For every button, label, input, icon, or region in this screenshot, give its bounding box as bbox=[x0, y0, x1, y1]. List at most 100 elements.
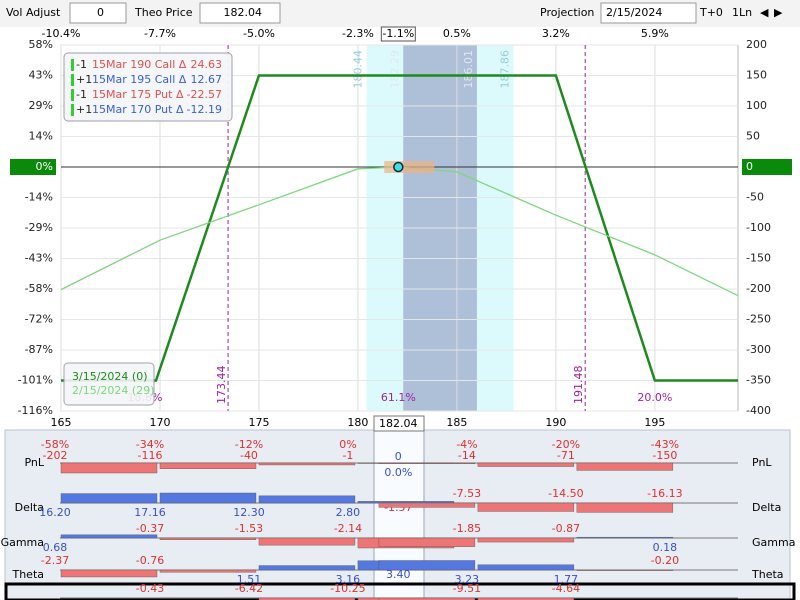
greek-value: -116 bbox=[137, 449, 162, 462]
y-tick-label-left: 0% bbox=[36, 160, 53, 173]
legend-qty: +1 bbox=[76, 103, 92, 116]
projection-date[interactable]: 2/15/2024 bbox=[606, 6, 662, 19]
probability-label: 20.0% bbox=[637, 391, 672, 404]
center-header-box bbox=[373, 415, 425, 432]
x-tick-label: 185 bbox=[446, 416, 467, 429]
greek-bar bbox=[60, 569, 158, 578]
greek-value: -14 bbox=[458, 449, 476, 462]
theo-price-input[interactable] bbox=[199, 2, 281, 24]
x-tick-label: 170 bbox=[149, 416, 170, 429]
prev-button[interactable]: ◀ bbox=[760, 6, 769, 19]
lines-count[interactable]: 1Ln bbox=[732, 6, 752, 19]
greek-bar bbox=[378, 597, 476, 600]
selected-row bbox=[4, 582, 796, 600]
greek-bar bbox=[378, 537, 476, 547]
pnl-percent: 0% bbox=[339, 438, 356, 451]
greek-bar bbox=[159, 537, 257, 540]
legend-value: 24.63 bbox=[191, 58, 223, 71]
greek-bar bbox=[258, 597, 356, 600]
range-label: 186.01 bbox=[462, 50, 475, 89]
greek-value: 0 bbox=[395, 450, 402, 463]
greek-value: 1.77 bbox=[554, 573, 579, 586]
legend-desc: 15Mar 190 Call Δ bbox=[92, 58, 187, 71]
greek-value: -0.87 bbox=[552, 522, 580, 535]
greek-bar bbox=[477, 564, 575, 571]
series-legend bbox=[63, 362, 155, 406]
pnl-percent: -20% bbox=[552, 438, 580, 451]
legend-qty: -1 bbox=[76, 58, 87, 71]
legend-desc: 15Mar 170 Put Δ bbox=[92, 103, 184, 116]
greek-value: -71 bbox=[557, 449, 575, 462]
center-header: 182.04 bbox=[379, 417, 418, 430]
y-tick-label-left: -29% bbox=[25, 221, 53, 234]
legend-swatch bbox=[71, 89, 74, 101]
greek-value: 3.16 bbox=[336, 573, 361, 586]
price-marker-shade bbox=[384, 161, 435, 173]
current-percent-box bbox=[380, 26, 416, 42]
greek-value: 3.40 bbox=[386, 568, 411, 581]
y-tick-label-left: 29% bbox=[29, 99, 53, 112]
legend-value: -22.57 bbox=[187, 88, 222, 101]
y-tick-label-left: -87% bbox=[25, 343, 53, 356]
theo-price-value[interactable]: 182.04 bbox=[224, 6, 263, 19]
top-percent-label: -7.7% bbox=[144, 27, 176, 40]
top-percent-label: -1.1% bbox=[382, 27, 414, 40]
greek-bar bbox=[378, 560, 476, 571]
y-tick-label-left: 43% bbox=[29, 69, 53, 82]
greek-bar bbox=[159, 462, 257, 469]
vol-adjust-value[interactable]: 0 bbox=[97, 6, 104, 19]
series-legend-entry: 2/15/2024 (29) bbox=[72, 384, 154, 397]
t-plus[interactable]: T+0 bbox=[699, 6, 723, 19]
greek-bar bbox=[258, 462, 356, 466]
probability-label: 61.1% bbox=[381, 391, 416, 404]
greek-value: 17.16 bbox=[134, 506, 166, 519]
range-label: 180.44 bbox=[352, 50, 365, 89]
legend-desc: 15Mar 195 Call Δ bbox=[92, 73, 187, 86]
next-button[interactable]: ▶ bbox=[774, 6, 783, 19]
greek-value: 2.80 bbox=[336, 506, 361, 519]
greek-bar bbox=[576, 536, 674, 539]
x-tick-label: 165 bbox=[51, 416, 72, 429]
x-tick-label: 195 bbox=[644, 416, 665, 429]
greek-value: -1.53 bbox=[235, 522, 263, 535]
greek-value: -2.14 bbox=[334, 522, 362, 535]
greek-bar bbox=[258, 537, 356, 546]
greek-value: 16.20 bbox=[39, 506, 71, 519]
greek-bar bbox=[477, 502, 575, 512]
greek-value: -0.76 bbox=[136, 554, 164, 567]
greeks-legend bbox=[63, 52, 233, 122]
legend-value: 12.67 bbox=[191, 73, 223, 86]
top-percent-label: 3.2% bbox=[542, 27, 570, 40]
greek-bar bbox=[576, 462, 674, 471]
top-percent-label: 0.5% bbox=[443, 27, 471, 40]
projection-date-picker[interactable] bbox=[600, 2, 697, 24]
legend-swatch bbox=[71, 59, 74, 71]
legend-qty: -1 bbox=[76, 88, 87, 101]
vol-adjust-input[interactable] bbox=[69, 2, 127, 24]
top-percent-label: -2.3% bbox=[342, 27, 374, 40]
zero-badge-right bbox=[742, 159, 792, 175]
greek-value: -16.13 bbox=[647, 487, 682, 500]
row-label: Gamma bbox=[1, 536, 44, 549]
x-tick-label: 190 bbox=[545, 416, 566, 429]
y-tick-label-left: -101% bbox=[18, 374, 53, 387]
pnl-percent: -58% bbox=[41, 438, 69, 451]
greek-value: -2.37 bbox=[41, 554, 69, 567]
greek-value: -1 bbox=[342, 449, 353, 462]
row-label-right: Delta bbox=[752, 501, 781, 514]
y-tick-label-right: 50 bbox=[746, 130, 760, 143]
y-tick-label-right: 200 bbox=[746, 38, 767, 51]
greek-value: -0.43 bbox=[136, 582, 164, 595]
zero-badge-left bbox=[10, 159, 56, 175]
greek-value: -1.85 bbox=[453, 522, 481, 535]
legend-swatch bbox=[71, 74, 74, 86]
row-label: PnL bbox=[24, 456, 44, 469]
greek-bar bbox=[159, 492, 257, 504]
greek-bar bbox=[576, 502, 674, 513]
projection-label: Projection bbox=[540, 6, 594, 19]
greek-value: -6.42 bbox=[235, 582, 263, 595]
pnl-percent: -43% bbox=[651, 438, 679, 451]
y-tick-label-left: -116% bbox=[18, 404, 53, 417]
